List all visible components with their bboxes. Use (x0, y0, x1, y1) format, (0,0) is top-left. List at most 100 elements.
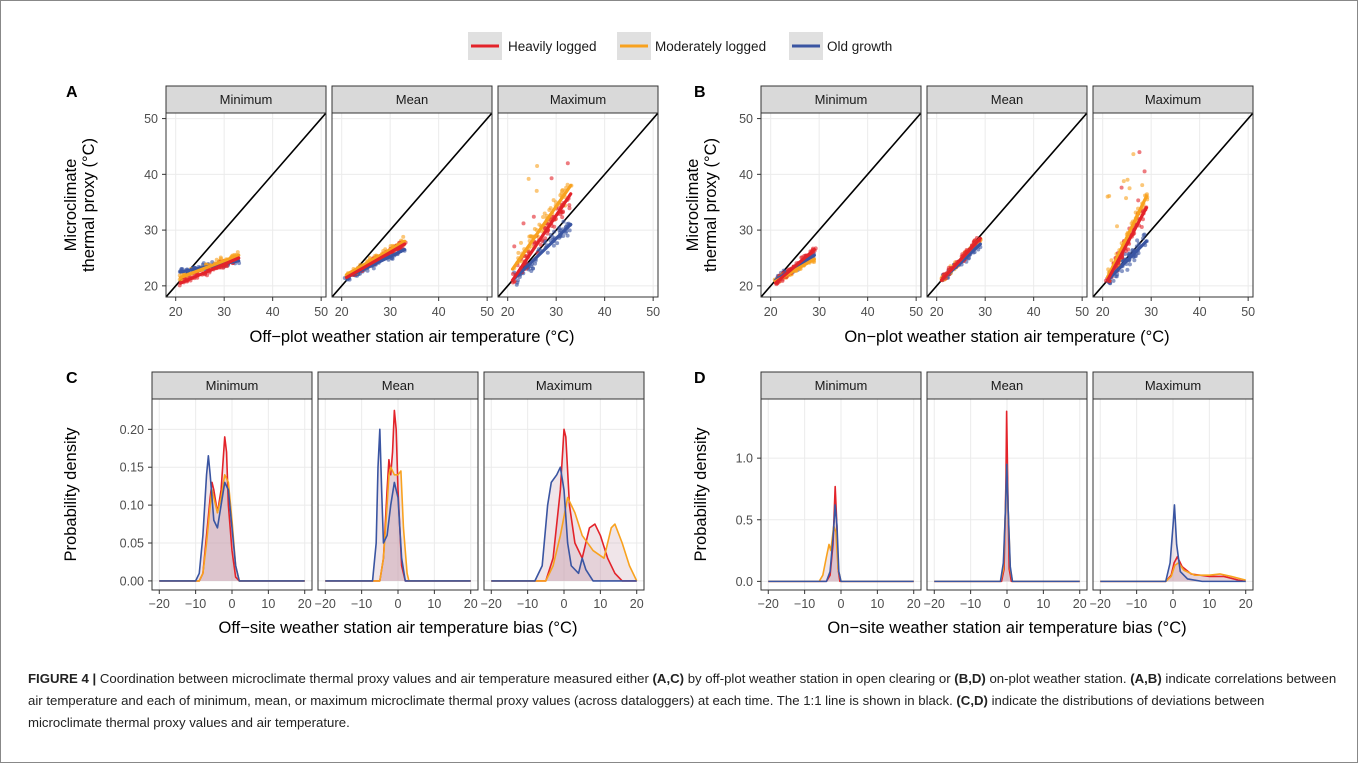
panel-d-xtick-label: 0 (1170, 597, 1177, 611)
panel-d-xtick-label: 20 (1239, 597, 1253, 611)
caption-figure-label: FIGURE 4 | (28, 671, 97, 686)
panel-c-density-line-old-growth (491, 466, 637, 582)
panel-c-xtick-label: 20 (464, 597, 478, 611)
panel-d-density-fill-moderately-logged (934, 464, 1080, 582)
panel-c-strip-label-minimum: Minimum (206, 378, 259, 393)
panel-a-letter: A (66, 84, 78, 101)
panel-c-content-maximum (491, 428, 638, 582)
panel-d-density-fill-old-growth (934, 464, 1080, 582)
panel-a-point-heavily-logged (538, 242, 543, 247)
panel-a-ytick-label: 40 (144, 168, 158, 182)
panel-b-point-heavily-logged (1139, 224, 1144, 229)
panel-b-xtick-label: 20 (1096, 305, 1110, 319)
panel-a-point-moderately-logged (516, 250, 521, 255)
panel-c-xtick-label: 10 (261, 597, 275, 611)
panel-b-point-old-growth (1141, 233, 1146, 238)
panel-a-xtick-label: 50 (314, 305, 328, 319)
caption-text-3: on-plot weather station. (985, 671, 1131, 686)
panel-d-density-line-old-growth (934, 463, 1080, 583)
panel-d-density-line-old-growth (768, 504, 914, 583)
panel-a-xtick-label: 50 (646, 305, 660, 319)
caption-text-2: by off-plot weather station in open clea… (684, 671, 955, 686)
panel-b-point-heavily-logged (1119, 185, 1124, 190)
panel-d-xtick-label: 10 (1202, 597, 1216, 611)
panel-b-letter: B (694, 84, 706, 101)
panel-d-ytick-label: 1.0 (736, 452, 753, 466)
panel-a-xtick-label: 20 (335, 305, 349, 319)
panel-a-xtick-label: 30 (383, 305, 397, 319)
legend-label-heavily-logged: Heavily logged (508, 39, 597, 54)
panel-c-strip-label-mean: Mean (382, 378, 415, 393)
panel-b-point-moderately-logged (1124, 196, 1129, 201)
panel-c-xtick-label: −10 (351, 597, 372, 611)
panel-a-point-heavily-logged (549, 176, 554, 181)
panel-b-point-old-growth (1141, 236, 1146, 241)
panel-a-strip-mean (331, 85, 493, 114)
panel-a-point-old-growth (565, 233, 570, 238)
panel-c-density-fill-moderately-logged (325, 467, 471, 581)
panel-a-point-heavily-logged (560, 209, 565, 214)
panel-b-content-minimum (761, 113, 921, 297)
panel-b-point-moderately-logged (1140, 183, 1145, 188)
panel-a-point-old-growth (515, 278, 520, 283)
panel-a-content-mean (332, 113, 492, 297)
panel-a-point-heavily-logged (543, 236, 548, 241)
panel-b-fit-moderately-logged (1105, 195, 1148, 280)
panel-c-xtick-label: 10 (593, 597, 607, 611)
panel-d-content-maximum (1100, 504, 1246, 583)
panel-d-xlabel: On−site weather station air temperature … (827, 619, 1186, 637)
panel-c-strip-mean (317, 371, 479, 400)
panel-b-content-mean (927, 113, 1087, 297)
panel-a-fit-moderately-logged (178, 253, 241, 280)
panel-b-point-old-growth (1135, 238, 1140, 243)
panel-c-ytick-label: 0.15 (120, 461, 144, 475)
panel-c-ylabel: Probability density (62, 427, 80, 562)
panel-a-point-old-growth (551, 243, 556, 248)
panel-b-point-moderately-logged (1121, 179, 1126, 184)
legend-label-moderately-logged: Moderately logged (655, 39, 766, 54)
panel-a-ytick-label: 50 (144, 112, 158, 126)
panel-a-fit-moderately-logged (510, 183, 573, 271)
panel-a-point-heavily-logged (521, 221, 526, 226)
panel-a-point-old-growth (530, 266, 535, 271)
panel-b-point-old-growth (1127, 262, 1132, 267)
figure-chart: Heavily logged Moderately logged Old growt… (62, 32, 1255, 637)
panel-d: D Probability density 0.0 0.5 1.0 On−site wea… (692, 370, 1254, 637)
panel-d-strip-label-mean: Mean (991, 378, 1024, 393)
panel-b-point-moderately-logged (1115, 224, 1120, 229)
panel-b-fit-heavily-logged (939, 236, 982, 282)
panel-a-point-moderately-logged (534, 188, 539, 193)
panel-c-density-line-moderately-logged (491, 496, 638, 582)
panel-b-border-mean (926, 112, 1088, 298)
panel-a-strip-label-maximum: Maximum (550, 92, 606, 107)
panel-b-point-moderately-logged (1107, 193, 1112, 198)
panel-b-facet-maximum: Maximum 20 30 40 50 (1092, 85, 1255, 319)
panel-b-fit-heavily-logged (1105, 206, 1148, 282)
caption-ref-ab: (A,B) (1130, 671, 1162, 686)
panel-a-point-heavily-logged (531, 214, 536, 219)
panel-b-facet-mean: Mean 20 30 40 50 (926, 85, 1089, 319)
panel-b-strip-label-mean: Mean (991, 92, 1024, 107)
panel-b-point-old-growth (1136, 241, 1141, 246)
panel-d-density-fill-old-growth (1100, 504, 1246, 582)
panel-c-ytick-label: 0.05 (120, 537, 144, 551)
panel-a-fit-heavily-logged (344, 242, 407, 280)
panel-c-density-fill-moderately-logged (491, 497, 637, 581)
panel-b-point-moderately-logged (1109, 258, 1114, 263)
panel-c-ytick-label: 0.10 (120, 499, 144, 513)
panel-d-strip-minimum (760, 371, 922, 400)
panel-c-xtick-label: 20 (298, 597, 312, 611)
panel-a-facet-mean: Mean 20 30 40 50 (331, 85, 494, 319)
panel-c-xtick-label: 10 (427, 597, 441, 611)
panel-d-strip-label-maximum: Maximum (1145, 378, 1201, 393)
caption-text-1: Coordination between microclimate therma… (96, 671, 653, 686)
panel-a-strip-label-mean: Mean (396, 92, 429, 107)
panel-c-xtick-label: 20 (630, 597, 644, 611)
panel-b-xtick-label: 40 (861, 305, 875, 319)
panel-d-xtick-label: −10 (960, 597, 981, 611)
panel-d-xtick-label: 10 (870, 597, 884, 611)
panel-a-point-moderately-logged (532, 227, 537, 232)
panel-a-fit-old-growth (510, 222, 573, 282)
panel-b-xtick-label: 30 (812, 305, 826, 319)
panel-d-xtick-label: 0 (1004, 597, 1011, 611)
